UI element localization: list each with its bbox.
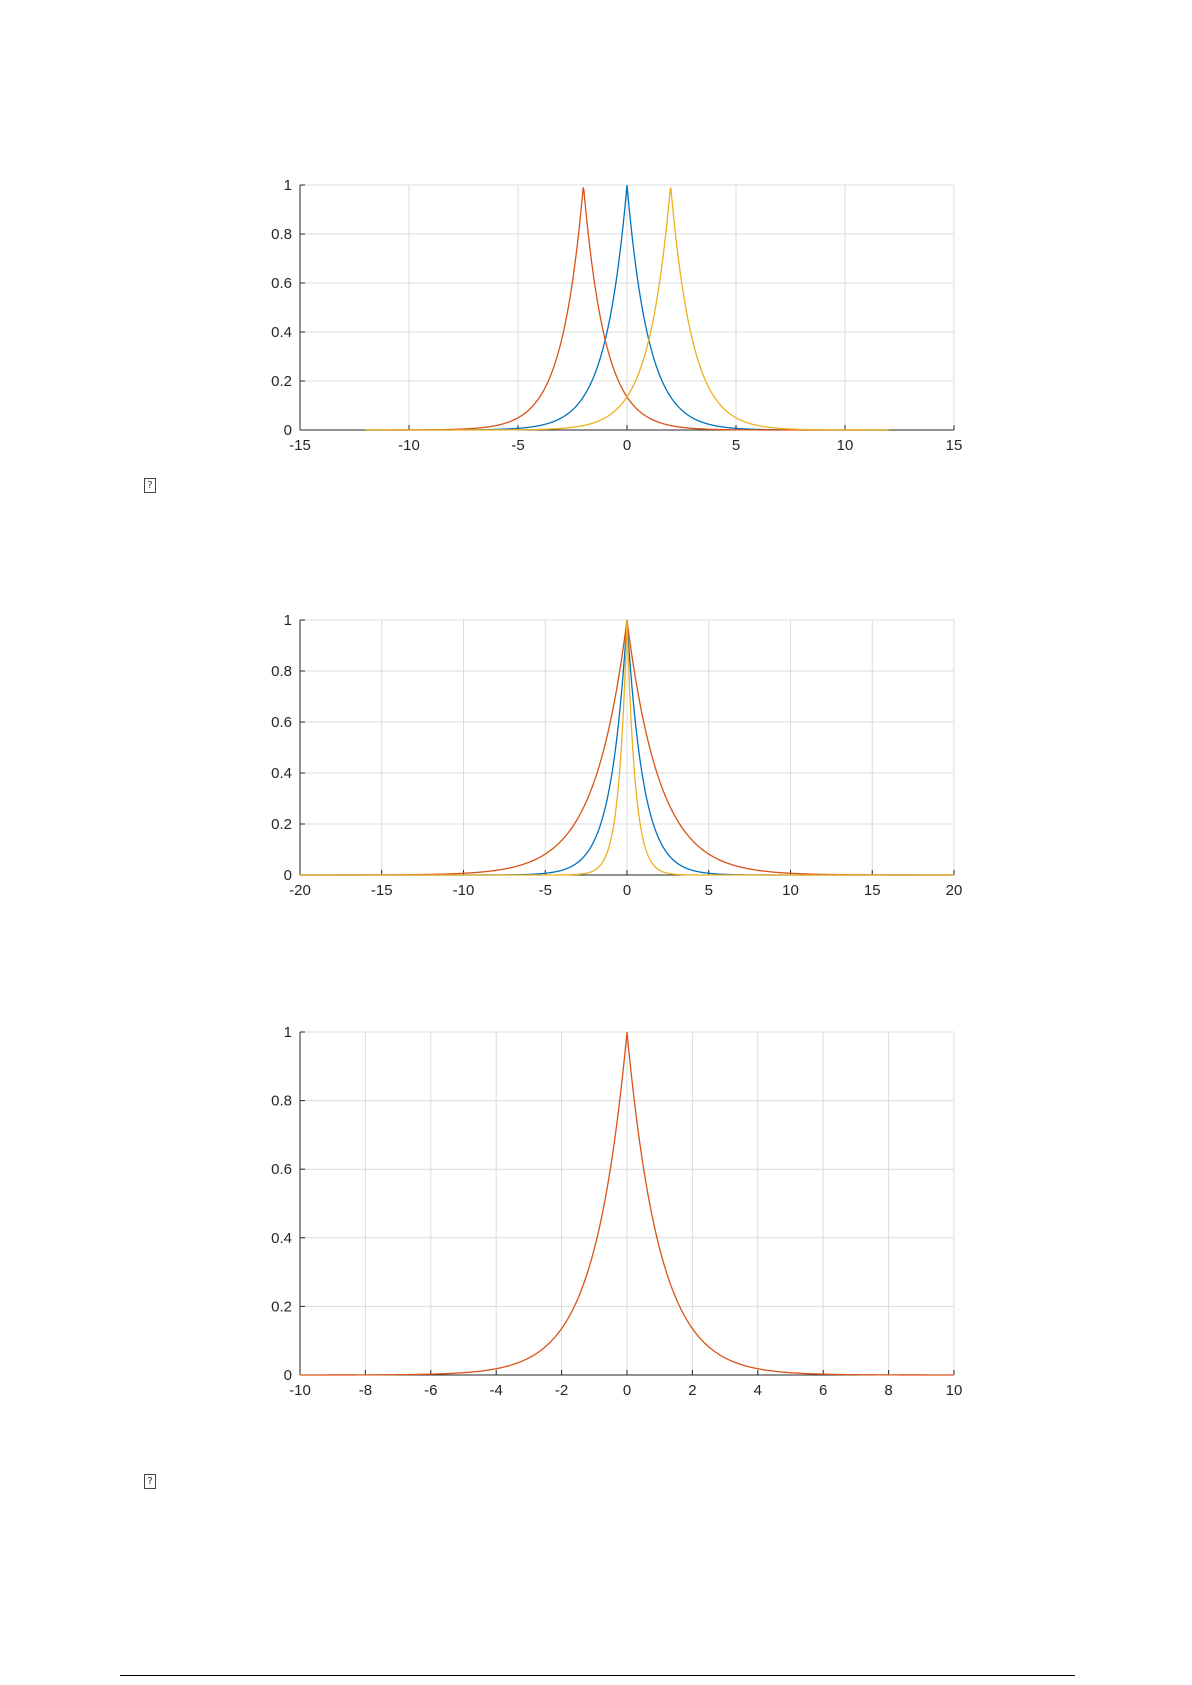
chart-3-y-tick-label-0: 0 [284,1367,292,1384]
chart-3: -10 -8 -6 -4 -2 0 2 4 6 8 10 0 0.2 0.4 0.6 0.8 1 [271,1024,963,1399]
image-placeholder-icon-1: ? [144,478,156,493]
chart-2-x-tick-label-6: 10 [782,882,799,899]
chart-3-y-tick-label-1: 0.2 [271,1298,292,1315]
chart-1-y-tick-label-0: 0 [284,422,292,439]
chart-1-x-tick-label-4: 5 [732,437,740,454]
chart-3-series-line-0 [300,1031,954,1376]
chart-2-x-tick-label-4: 0 [623,882,631,899]
chart-2-x-tick-label-0: -20 [289,882,311,899]
chart-1-svg: -15 -10 -5 0 5 10 15 0 0.2 0.4 0.6 0.8 1 [271,177,963,454]
chart-3-y-tick-label-4: 0.8 [271,1093,292,1110]
chart-3-x-tick-label-4: -2 [555,1382,568,1399]
placeholder-2-glyph: ? [147,1476,153,1487]
chart-2: -20 -15 -10 -5 0 5 10 15 20 0 0.2 0.4 0.6 0.8 1 [271,612,963,899]
chart-2-x-tick-label-2: -10 [453,882,475,899]
chart-1-x-tick-label-5: 10 [837,437,854,454]
chart-1-x-tick-label-2: -5 [511,437,524,454]
chart-2-svg: -20 -15 -10 -5 0 5 10 15 20 0 0.2 0.4 0.6 0.8 1 [271,612,963,899]
chart-2-x-tick-label-1: -15 [371,882,393,899]
chart-1-y-tick-label-5: 1 [284,177,292,194]
chart-2-y-tick-label-3: 0.6 [271,714,292,731]
chart-3-x-tick-label-8: 6 [819,1382,827,1399]
chart-1-x-tick-label-3: 0 [623,437,631,454]
footer-rule [120,1675,1075,1676]
chart-3-x-tick-label-6: 2 [688,1382,696,1399]
chart-3-x-tick-label-0: -10 [289,1382,311,1399]
chart-1-x-tick-label-0: -15 [289,437,311,454]
chart-2-y-tick-label-5: 1 [284,612,292,629]
chart-2-y-tick-label-2: 0.4 [271,765,292,782]
chart-3-y-tick-label-2: 0.4 [271,1230,292,1247]
chart-1: -15 -10 -5 0 5 10 15 0 0.2 0.4 0.6 0.8 1 [0,0,1192,480]
chart-2-x-tick-label-5: 5 [705,882,713,899]
chart-1-y-tick-label-1: 0.2 [271,373,292,390]
chart-1-y-tick-label-2: 0.4 [271,324,292,341]
chart-1-y-tick-label-3: 0.6 [271,275,292,292]
image-placeholder-icon-2: ? [144,1474,156,1489]
chart-3-y-tick-label-5: 1 [284,1024,292,1041]
chart-1-y-tick-label-4: 0.8 [271,226,292,243]
chart-3-svg: -10 -8 -6 -4 -2 0 2 4 6 8 10 0 0.2 0.4 0.6 0.8 1 [271,1024,963,1399]
chart-3-x-tick-label-9: 8 [884,1382,892,1399]
chart-3-x-tick-label-2: -6 [424,1382,437,1399]
chart-1-x-tick-label-6: 15 [946,437,963,454]
chart-2-series-line-2 [300,619,954,876]
chart-1-series-line-2 [365,187,889,431]
chart-3-x-tick-label-3: -4 [490,1382,503,1399]
chart-3-x-tick-label-5: 0 [623,1382,631,1399]
chart-2-y-tick-label-1: 0.2 [271,816,292,833]
chart-2-x-tick-label-3: -5 [539,882,552,899]
chart-2-y-tick-label-4: 0.8 [271,663,292,680]
chart-3-y-tick-label-3: 0.6 [271,1161,292,1178]
chart-2-x-tick-label-7: 15 [864,882,881,899]
chart-3-x-tick-label-7: 4 [754,1382,762,1399]
chart-1-x-tick-label-1: -10 [398,437,420,454]
chart-3-x-tick-label-1: -8 [359,1382,372,1399]
chart-2-x-tick-label-8: 20 [946,882,963,899]
chart-2-y-tick-label-0: 0 [284,867,292,884]
placeholder-1-glyph: ? [147,480,153,491]
chart-3-x-tick-label-10: 10 [946,1382,963,1399]
